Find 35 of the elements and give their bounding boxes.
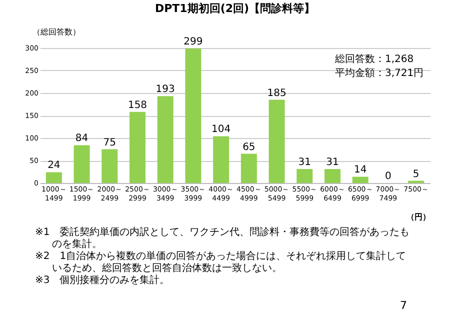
bar — [130, 112, 146, 183]
x-axis-title: （円） — [406, 212, 430, 222]
data-label: 75 — [103, 137, 116, 148]
annotation: 総回答数：1,268 — [334, 53, 414, 65]
data-label: 299 — [184, 36, 203, 48]
bar — [268, 100, 285, 183]
data-label: 5 — [412, 168, 420, 180]
data-label: 158 — [128, 100, 148, 111]
bar — [74, 145, 90, 183]
data-label: 65 — [242, 142, 256, 153]
text: ※1 委託契約単価の内訳として、ワクチン代、問診料・事務費等の回答があったものを集計。 — [35, 226, 410, 250]
y-axis-title: （総回答数） — [32, 28, 80, 36]
bar — [102, 149, 118, 183]
chart-title: DPT1期初回(2回)【問診料等】 — [154, 2, 316, 15]
text: ※3 個別接種分のみを集計。 — [35, 274, 170, 286]
text: 7 — [400, 299, 407, 312]
data-label: 104 — [212, 124, 231, 136]
data-label: 84 — [75, 133, 88, 144]
data-label: 185 — [267, 88, 286, 99]
bar — [296, 169, 313, 183]
bar — [157, 96, 174, 183]
bar — [352, 176, 368, 183]
data-label: 14 — [354, 164, 367, 176]
bar — [324, 169, 340, 183]
bar — [213, 136, 230, 183]
data-label: 31 — [326, 157, 339, 168]
data-label: 31 — [298, 157, 312, 168]
bar — [185, 48, 202, 183]
annotation: 平均金額：3,721円 — [335, 67, 424, 79]
data-label: 24 — [48, 160, 60, 172]
bar — [240, 154, 257, 183]
data-label: 193 — [156, 84, 175, 96]
data-label: 0 — [385, 171, 392, 182]
bar — [46, 172, 62, 183]
text: ※2 1自治体から複数の単価の回答があった場合には、それぞれ採用して集計しているため、総回答数と回答自治体数は一致しない。 — [35, 250, 406, 274]
